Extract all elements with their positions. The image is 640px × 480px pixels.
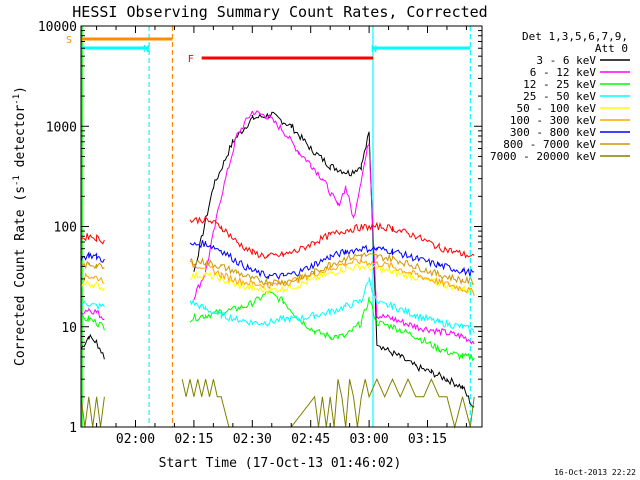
series-line-1 [80, 307, 105, 321]
legend-label: 300 - 800 keV [510, 126, 596, 139]
series-line-7 [189, 252, 475, 287]
y-tick-label: 1000 [46, 120, 77, 135]
series-line-7 [80, 260, 105, 270]
series-line-9 [80, 396, 105, 428]
x-tick-label: 02:15 [174, 432, 213, 447]
legend-label: 50 - 100 keV [517, 102, 597, 115]
chart-title: HESSI Observing Summary Count Rates, Cor… [72, 3, 487, 21]
legend-label: 800 - 7000 keV [503, 138, 596, 151]
attenuator-bar-label-1: N [143, 44, 149, 55]
x-tick-label: 03:00 [350, 432, 389, 447]
series-line-0 [80, 333, 105, 360]
x-axis: 02:00 02:15 02:30 02:45 03:00 03:15 [96, 26, 467, 447]
legend-label: 7000 - 20000 keV [490, 150, 596, 163]
chart-marks: S N N F [66, 26, 475, 429]
x-axis-label: Start Time (17-Oct-13 01:46:02) [159, 456, 402, 471]
series-line-4 [80, 280, 105, 292]
y-tick-label: 1 [69, 421, 77, 436]
legend-label: 100 - 300 keV [510, 114, 596, 127]
series-line-2 [189, 290, 475, 362]
series-line-5 [189, 257, 475, 296]
series-line-3 [80, 300, 105, 311]
x-tick-label: 02:00 [116, 432, 155, 447]
series-line-0 [193, 111, 475, 408]
y-tick-label: 10000 [38, 20, 77, 35]
series-line-1 [193, 110, 475, 345]
y-tick-label: 100 [54, 221, 77, 236]
y-tick-label: 10 [61, 321, 77, 336]
series-line-6 [189, 240, 475, 280]
attenuator-bar-label-2: N [371, 44, 377, 55]
series-line-5 [80, 272, 105, 284]
footer-date: 16-Oct-2013 22:22 [554, 468, 636, 477]
legend-label: 6 - 12 keV [530, 66, 597, 79]
series-line-9 [181, 377, 475, 429]
legend-label: 3 - 6 keV [536, 54, 596, 67]
plot-frame [80, 25, 483, 428]
legend-header-attenuator: Att 0 [595, 42, 628, 55]
legend-label: 12 - 25 keV [523, 78, 596, 91]
y-axis: 10000 1000 100 10 1 [38, 20, 482, 436]
series-line-6 [80, 250, 105, 263]
attenuator-bar-label-0: S [66, 35, 72, 46]
series-line-3 [189, 277, 475, 335]
series-line-2 [80, 314, 105, 331]
x-tick-label: 02:30 [233, 432, 272, 447]
flare-bar-label: F [188, 54, 194, 65]
legend-label: 25 - 50 keV [523, 90, 596, 103]
series-line-8 [80, 233, 105, 245]
x-tick-label: 03:15 [408, 432, 447, 447]
series-line-8 [189, 215, 475, 260]
legend-header-detectors: Det 1,3,5,6,7,9, [522, 30, 628, 43]
x-tick-label: 02:45 [291, 432, 330, 447]
y-axis-label: Corrected Count Rate (s-1 detector-1) [12, 86, 28, 366]
series-line-4 [189, 263, 475, 295]
